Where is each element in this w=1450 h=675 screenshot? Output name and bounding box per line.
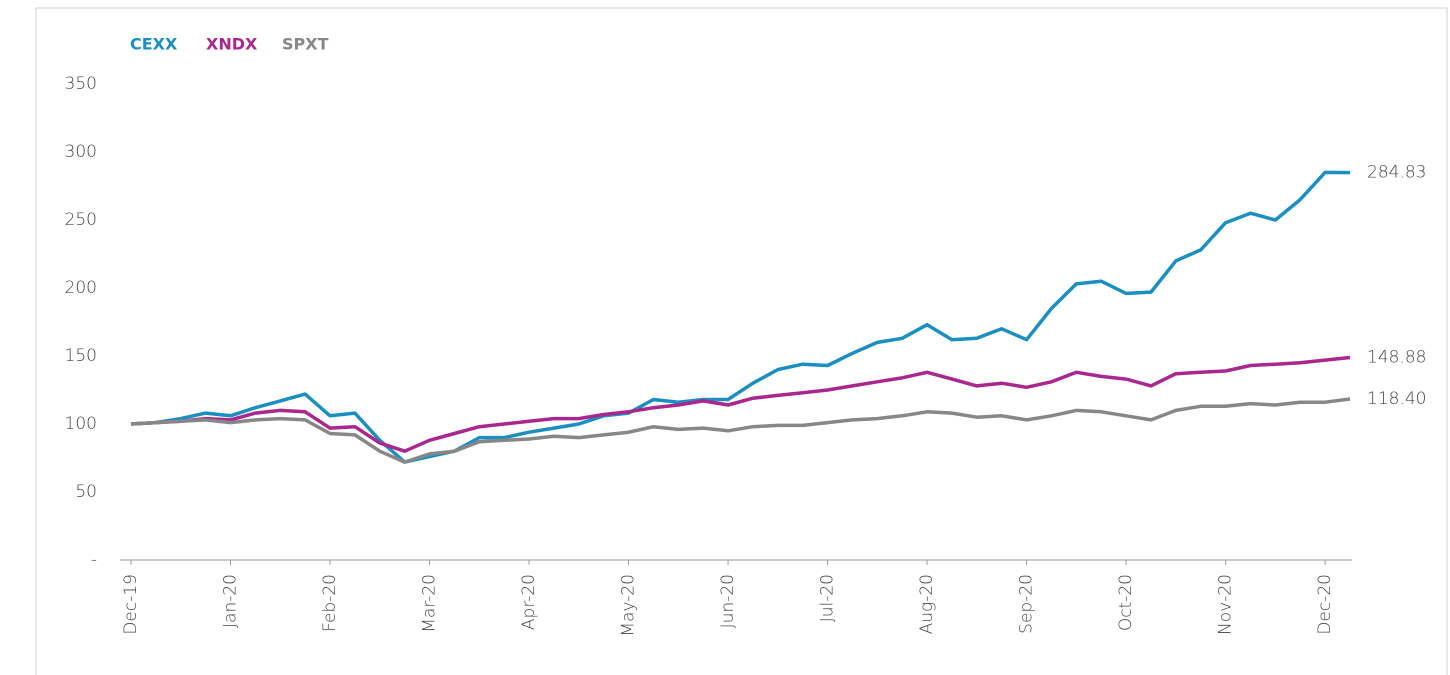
y-tick-label: 150 (65, 346, 97, 366)
y-tick-label: 50 (75, 482, 97, 502)
y-tick-label: 250 (65, 210, 97, 230)
x-tick-label: Jul-20 (818, 574, 838, 622)
end-label: 284.83 (1367, 163, 1426, 183)
x-tick-label: Dec-19 (121, 574, 141, 635)
x-tick-label: Jan-20 (221, 574, 241, 628)
legend-label: XNDX (206, 35, 258, 54)
y-tick-label: 100 (65, 414, 97, 434)
x-tick-label: Feb-20 (320, 574, 340, 632)
series-line (130, 170, 1351, 464)
x-tick-label: May-20 (619, 574, 639, 637)
x-tick-label: Mar-20 (420, 574, 440, 633)
y-tick-label: 300 (65, 142, 97, 162)
y-tick-label: 350 (65, 74, 97, 94)
x-tick-label: Apr-20 (519, 574, 539, 630)
series-line (130, 355, 1351, 453)
end-label: 118.40 (1367, 389, 1426, 409)
end-label: 148.88 (1367, 348, 1426, 368)
x-tick-label: Aug-20 (917, 574, 937, 634)
x-tick-label: Sep-20 (1017, 574, 1037, 634)
x-tick-label: Oct-20 (1116, 574, 1136, 631)
y-tick-label: 200 (65, 278, 97, 298)
x-tick-label: Nov-20 (1216, 574, 1236, 635)
x-tick-label: Jun-20 (718, 574, 738, 628)
series-line (130, 397, 1351, 464)
frame (35, 7, 1448, 675)
x-tick-label: Dec-20 (1315, 574, 1335, 635)
y-tick-label: - (91, 550, 97, 570)
legend-label: SPXT (282, 35, 329, 54)
legend-label: CEXX (130, 35, 178, 54)
